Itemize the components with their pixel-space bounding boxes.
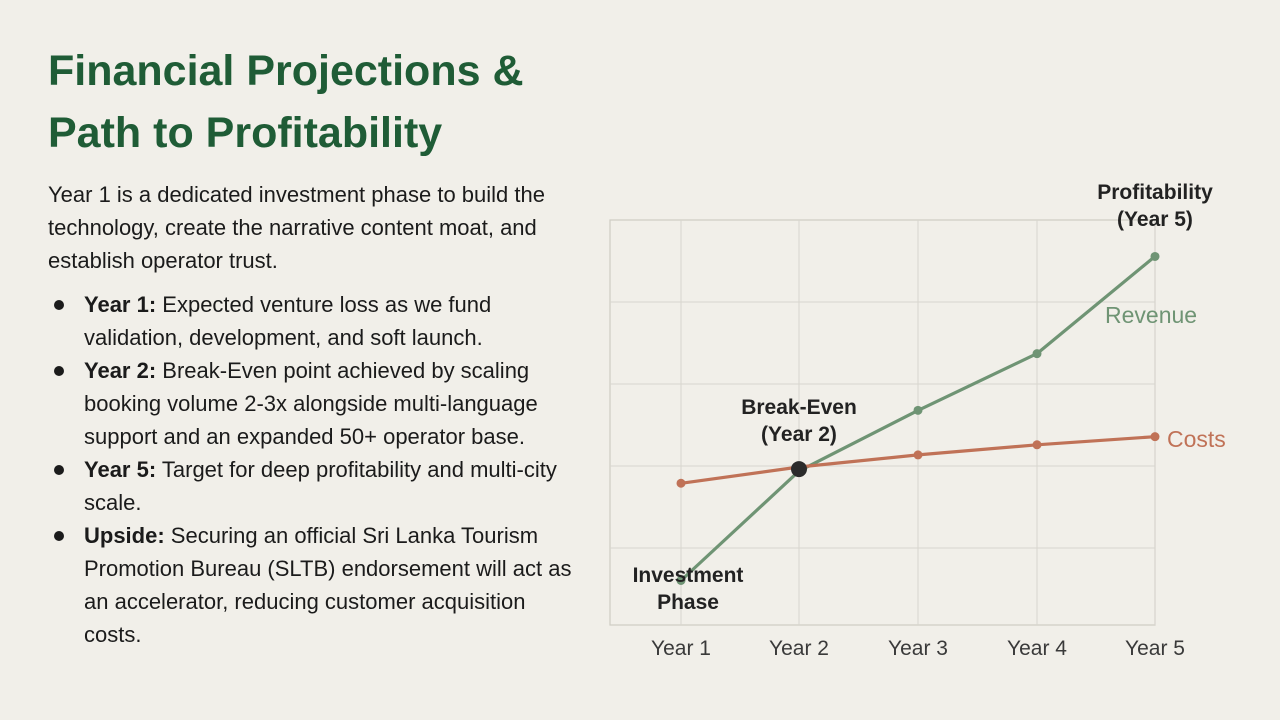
bullet-text: Break-Even point achieved by scaling boo… <box>84 358 538 449</box>
annotation-breakeven-line1: Break-Even <box>741 396 857 419</box>
annotation-breakeven-line2: (Year 2) <box>761 423 837 446</box>
series-point <box>676 575 686 585</box>
bullet-label: Year 1: <box>84 292 157 317</box>
intro-paragraph: Year 1 is a dedicated investment phase t… <box>48 182 545 273</box>
bullet-label: Upside: <box>84 523 165 548</box>
series-label-costs: Costs <box>1167 426 1226 452</box>
page-title: Financial Projections & Path to Profitab… <box>48 40 608 164</box>
bullet-item: Year 1: Expected venture loss as we fund… <box>48 288 578 354</box>
series-point <box>676 478 686 488</box>
title-line-2: Path to Profitability <box>48 109 443 157</box>
x-tick-label: Year 4 <box>1007 637 1067 660</box>
annotation-investment-line2: Phase <box>657 591 719 614</box>
bullet-label: Year 5: <box>84 457 157 482</box>
bullet-dot-icon <box>54 531 64 541</box>
chart-annotations: Investment Phase Break-Even (Year 2) Pro… <box>633 181 1214 614</box>
bullet-item: Year 2: Break-Even point achieved by sca… <box>48 354 578 453</box>
chart-grid <box>609 219 1156 626</box>
bullet-item: Upside: Securing an official Sri Lanka T… <box>48 519 578 651</box>
x-tick-label: Year 3 <box>888 637 948 660</box>
x-tick-label: Year 2 <box>769 637 829 660</box>
series-point <box>913 405 923 415</box>
series-point <box>1032 440 1042 450</box>
annotation-profit-line1: Profitability <box>1097 181 1213 204</box>
annotation-profit-line2: (Year 5) <box>1117 208 1193 231</box>
series-point <box>1150 251 1160 261</box>
bullet-dot-icon <box>54 366 64 376</box>
bullet-text: Target for deep profitability and multi-… <box>84 457 557 515</box>
bullet-item: Year 5: Target for deep profitability an… <box>48 453 578 519</box>
title-line-1: Financial Projections & <box>48 47 524 95</box>
series-point <box>1032 349 1042 359</box>
series-point <box>1150 432 1160 442</box>
bullet-label: Year 2: <box>84 358 157 383</box>
bullet-dot-icon <box>54 300 64 310</box>
bullet-dot-icon <box>54 465 64 475</box>
series-label-revenue: Revenue <box>1105 302 1197 328</box>
bullet-text: Securing an official Sri Lanka Tourism P… <box>84 523 572 647</box>
series-point <box>913 450 923 460</box>
bullet-list: Year 1: Expected venture loss as we fund… <box>48 288 578 651</box>
x-tick-label: Year 1 <box>651 637 711 660</box>
series-lines: Revenue Costs <box>676 251 1226 585</box>
x-tick-labels: Year 1 Year 2 Year 3 Year 4 Year 5 <box>651 637 1185 660</box>
annotation-investment-line1: Investment <box>633 564 744 587</box>
breakeven-point <box>791 461 807 478</box>
x-tick-label: Year 5 <box>1125 637 1185 660</box>
bullet-text: Expected venture loss as we fund validat… <box>84 292 492 350</box>
